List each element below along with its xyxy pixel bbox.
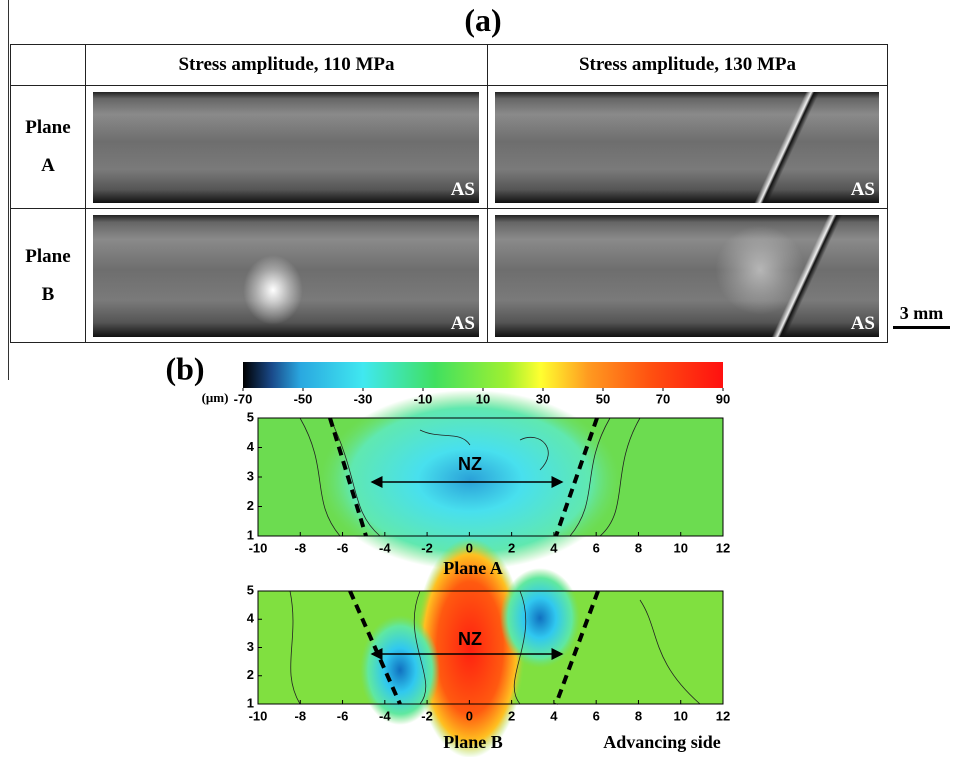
x-tick-label: 4	[550, 540, 558, 555]
y-tick-label: 1	[247, 527, 254, 542]
y-tick-label: 4	[247, 439, 255, 454]
x-tick-label: -6	[337, 708, 349, 723]
x-tick-label: 4	[550, 708, 558, 723]
contour-figure: (b) (μm) NZ NZ Advancing side -70 -50 -30 -…	[0, 0, 956, 757]
x-tick-label: 12	[716, 540, 730, 555]
x-tick-label: 10	[673, 540, 687, 555]
x-tick-label: -8	[294, 708, 306, 723]
x-tick-label: 6	[593, 708, 600, 723]
panel-label: (b)	[165, 350, 204, 386]
contour-region	[500, 568, 580, 668]
x-tick-label: -6	[337, 540, 349, 555]
side-label: Advancing side	[603, 732, 721, 752]
colorbar-tick-label: -30	[354, 391, 373, 406]
panel-title: Plane B	[443, 732, 503, 752]
x-tick-label: -2	[421, 540, 433, 555]
x-tick-label: -4	[379, 540, 391, 555]
x-tick-label: 8	[635, 708, 642, 723]
colorbar-tick-label: -10	[414, 391, 433, 406]
panel-title: Plane A	[443, 558, 503, 578]
y-tick-label: 5	[247, 409, 254, 424]
y-tick-label: 4	[247, 611, 255, 626]
x-tick-label: -10	[249, 708, 268, 723]
x-tick-label: 10	[673, 708, 687, 723]
colorbar-tick-label: 90	[716, 391, 730, 406]
x-tick-label: 2	[508, 708, 515, 723]
colorbar-tick-label: 30	[536, 391, 550, 406]
zone-label: NZ	[458, 629, 482, 649]
colorbar-tick-label: 50	[596, 391, 610, 406]
contour-map: NZ	[258, 390, 723, 570]
x-tick-label: 0	[466, 540, 473, 555]
y-tick-label: 2	[247, 667, 254, 682]
x-tick-label: 0	[466, 708, 473, 723]
x-tick-label: 2	[508, 540, 515, 555]
colorbar-unit: (μm)	[202, 390, 229, 405]
x-tick-label: -10	[249, 540, 268, 555]
y-tick-label: 3	[247, 639, 254, 654]
colorbar	[243, 362, 723, 388]
page: (a) Stress amplitude, 110 MPa Stress amp…	[0, 0, 956, 757]
x-tick-label: 6	[593, 540, 600, 555]
x-tick-label: -4	[379, 708, 391, 723]
colorbar-tick-label: -70	[234, 391, 253, 406]
y-tick-label: 5	[247, 582, 254, 597]
x-tick-label: -8	[294, 540, 306, 555]
zone-label: NZ	[458, 454, 482, 474]
y-tick-label: 2	[247, 498, 254, 513]
x-tick-label: -2	[421, 708, 433, 723]
colorbar-tick-label: 10	[476, 391, 490, 406]
colorbar-tick-label: 70	[656, 391, 670, 406]
x-tick-label: 12	[716, 708, 730, 723]
y-tick-label: 3	[247, 468, 254, 483]
y-tick-label: 1	[247, 695, 254, 710]
colorbar-tick-label: -50	[294, 391, 313, 406]
x-tick-label: 8	[635, 540, 642, 555]
